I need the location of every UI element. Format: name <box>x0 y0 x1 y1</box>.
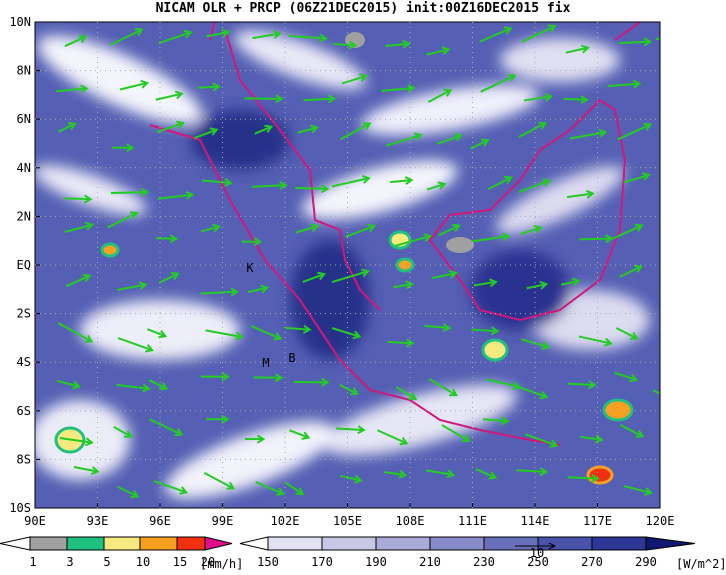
site-label: K <box>246 261 254 275</box>
wind-arrowhead <box>691 287 697 294</box>
wind-arrow <box>672 232 696 239</box>
precip-legend-box <box>140 537 177 550</box>
lon-label: 117E <box>583 514 612 528</box>
wind-arrow <box>388 342 413 343</box>
lon-label: 96E <box>149 514 171 528</box>
wind-arrowhead <box>693 336 700 343</box>
olr-legend-label: 210 <box>419 555 441 569</box>
wind-arrow <box>619 42 650 43</box>
lon-label: 114E <box>521 514 550 528</box>
wind-arrowhead <box>689 230 696 237</box>
lon-label: 93E <box>87 514 109 528</box>
lat-label: EQ <box>17 258 31 272</box>
olr-legend-box <box>268 537 322 550</box>
precip-legend-box <box>104 537 140 550</box>
lon-label: 90E <box>24 514 46 528</box>
wind-arrowhead <box>692 87 699 94</box>
olr-legend-box <box>376 537 430 550</box>
wind-arrow <box>244 98 281 99</box>
wind-arrow <box>665 332 699 342</box>
lat-label: 6S <box>17 404 31 418</box>
lon-label: 105E <box>333 514 362 528</box>
olr-legend-label: 190 <box>365 555 387 569</box>
wind-arrow <box>156 238 176 239</box>
lat-label: 4N <box>17 161 31 175</box>
site-label: B <box>288 351 295 365</box>
lon-label: 108E <box>396 514 425 528</box>
lat-label: 8N <box>17 64 31 78</box>
lat-label: 4S <box>17 355 31 369</box>
precip-legend-label: 15 <box>173 555 187 569</box>
lat-label: 2S <box>17 307 31 321</box>
wind-arrow <box>661 424 697 431</box>
site-label: M <box>262 356 269 370</box>
lat-label: 10N <box>9 15 31 29</box>
wind-arrow <box>295 188 327 189</box>
olr-legend-label: 170 <box>311 555 333 569</box>
wind-arrowhead <box>683 180 690 187</box>
wind-arrowhead <box>668 393 675 400</box>
wind-arrowhead <box>683 479 690 485</box>
precip-legend-box <box>177 537 205 550</box>
olr-legend-box <box>322 537 376 550</box>
olr-legend-left <box>240 537 268 550</box>
precip-legend-unit: [mm/h] <box>200 557 243 571</box>
precip-legend-right <box>205 537 232 550</box>
wind-arrow <box>666 88 698 100</box>
lon-label: 102E <box>271 514 300 528</box>
wind-arrow <box>64 198 90 199</box>
olr-legend-box <box>538 537 592 550</box>
lat-label: 6N <box>17 112 31 126</box>
wind-arrowhead <box>668 33 675 40</box>
wind-arrow <box>666 141 698 142</box>
lat-label: 10S <box>9 501 31 515</box>
olr-legend-box <box>430 537 484 550</box>
precip-legend-label: 10 <box>136 555 150 569</box>
reference-arrow-label: 10 <box>530 546 544 560</box>
lon-label: 111E <box>458 514 487 528</box>
wind-arrow <box>671 181 690 190</box>
lat-label: 8S <box>17 452 31 466</box>
olr-field <box>28 19 699 514</box>
wind-arrow <box>579 239 611 240</box>
wind-arrowhead <box>692 138 698 145</box>
lat-label: 2N <box>17 209 31 223</box>
lon-label: 99E <box>212 514 234 528</box>
olr-legend-label: 270 <box>581 555 603 569</box>
olr-legend-label: 150 <box>257 555 279 569</box>
precip-legend-label: 5 <box>103 555 110 569</box>
olr-legend-box <box>592 537 646 550</box>
precip-legend-label: 1 <box>29 555 36 569</box>
lon-label: 120E <box>646 514 675 528</box>
wind-arrow <box>564 99 587 100</box>
precip-legend-box <box>30 537 67 550</box>
precip-legend-label: 3 <box>66 555 73 569</box>
precip-legend-left <box>0 537 30 550</box>
olr-legend-right <box>646 537 695 550</box>
wind-arrowhead <box>690 426 697 433</box>
wind-arrow <box>662 288 697 291</box>
wind-arrow <box>568 477 598 478</box>
olr-legend-label: 230 <box>473 555 495 569</box>
olr-legend-unit: [W/m^2] <box>676 557 726 571</box>
precip-legend-box <box>67 537 104 550</box>
wind-arrow <box>111 192 147 193</box>
wind-arrow <box>666 470 690 485</box>
olr-legend-label: 290 <box>635 555 657 569</box>
title: NICAM OLR + PRCP (06Z21DEC2015) init:00Z… <box>156 1 571 16</box>
